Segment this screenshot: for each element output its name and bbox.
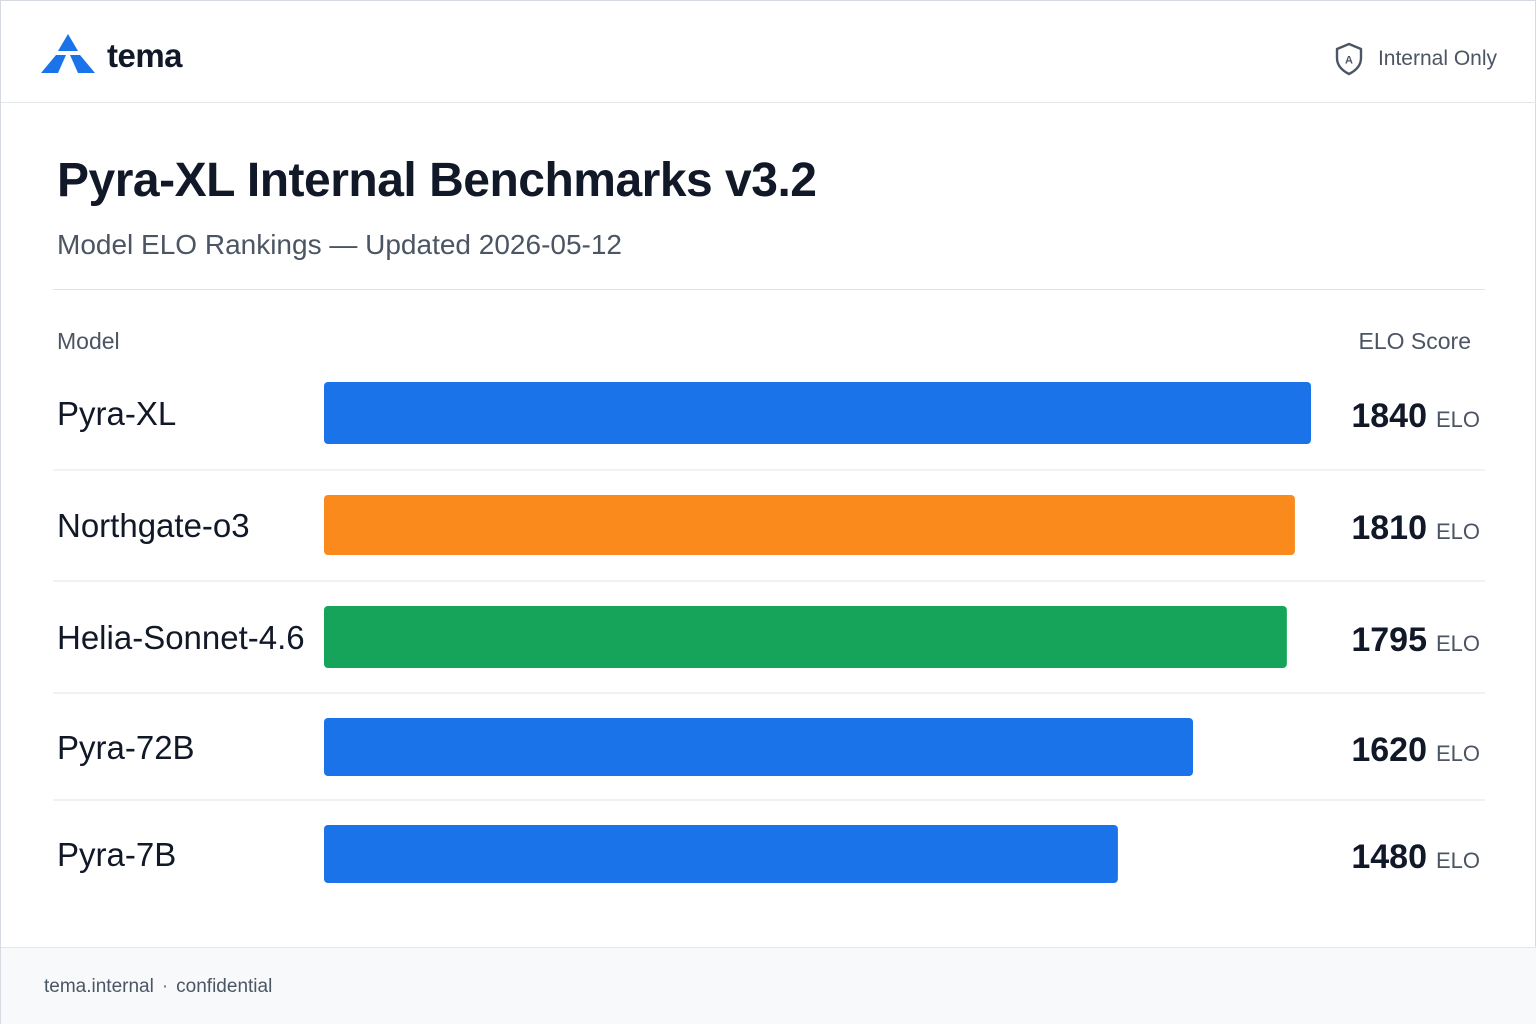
- title-divider: [53, 289, 1485, 290]
- brand-name: tema: [107, 37, 183, 74]
- footer-separator: ·: [161, 976, 169, 997]
- elo-unit: ELO: [1436, 519, 1480, 544]
- bar-pyra-72b: [324, 718, 1193, 776]
- footer-host: tema.internal: [44, 976, 154, 997]
- column-header-model: Model: [57, 328, 120, 354]
- page-title: Pyra-XL Internal Benchmarks v3.2: [57, 154, 817, 207]
- bar-pyra-7b: [324, 825, 1118, 883]
- elo-bar-chart: Pyra-XL 1840 ELO Northgate-o3 1810 ELO Helia-S…: [53, 382, 1485, 883]
- elo-unit: ELO: [1436, 407, 1480, 432]
- elo-value: 1795: [1351, 621, 1427, 659]
- triangle-logo-icon: [41, 34, 95, 73]
- elo-value: 1810: [1351, 509, 1427, 547]
- bar-pyra-xl: [324, 382, 1311, 444]
- elo-value: 1480: [1351, 838, 1427, 876]
- shield-lock-icon: A: [1335, 42, 1363, 76]
- model-label: Helia-Sonnet-4.6: [57, 619, 305, 656]
- app-header: tema A Internal Only: [1, 1, 1536, 103]
- model-label: Pyra-72B: [57, 729, 195, 766]
- model-label: Northgate-o3: [57, 507, 250, 544]
- model-label: Pyra-XL: [57, 395, 176, 432]
- internal-only-badge: A Internal Only: [1334, 41, 1497, 77]
- model-label: Pyra-7B: [57, 836, 176, 873]
- bar-helia-sonnet-4-6: [324, 606, 1287, 668]
- page-subtitle: Model ELO Rankings — Updated 2026-05-12: [57, 229, 623, 260]
- elo-unit: ELO: [1436, 741, 1480, 766]
- column-header-elo-score: ELO Score: [1358, 328, 1472, 354]
- svg-text:A: A: [1345, 55, 1353, 67]
- elo-unit: ELO: [1436, 848, 1480, 873]
- elo-unit: ELO: [1436, 631, 1480, 656]
- elo-value: 1840: [1351, 397, 1427, 435]
- elo-value: 1620: [1351, 731, 1427, 769]
- bar-northgate-o3: [324, 495, 1295, 555]
- badge-label: Internal Only: [1377, 47, 1497, 70]
- footer-text: tema.internal · confidential: [44, 976, 272, 998]
- page-footer: tema.internal · confidential: [1, 947, 1536, 1024]
- footer-note: confidential: [176, 976, 273, 997]
